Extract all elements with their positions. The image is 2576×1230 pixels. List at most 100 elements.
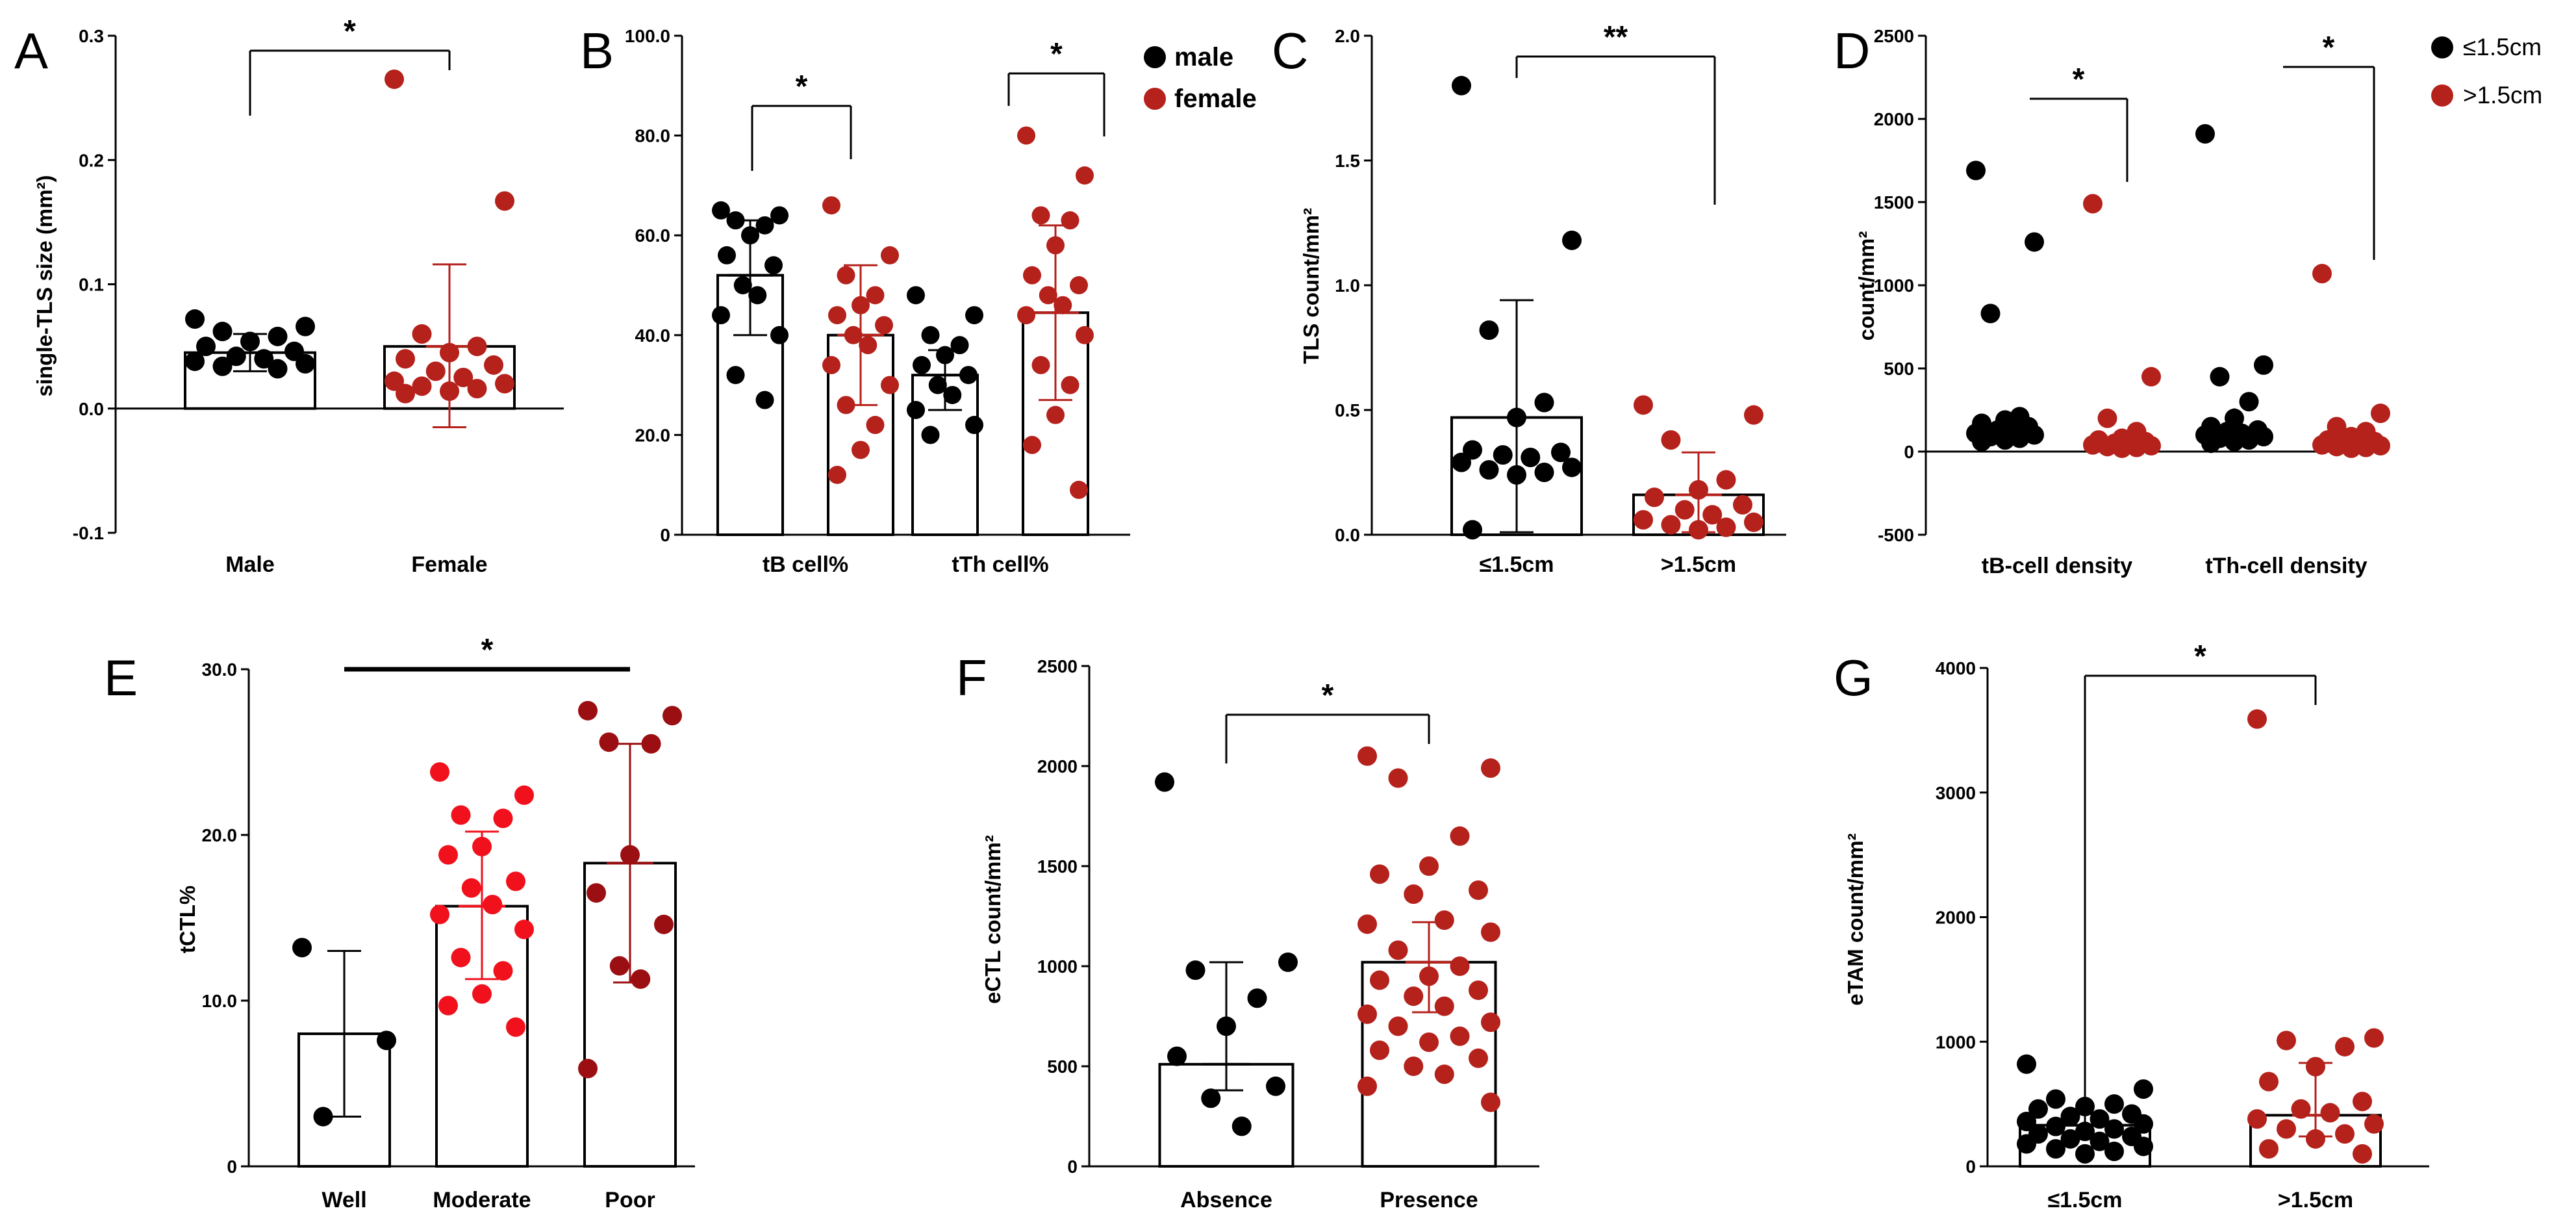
- data-point: [425, 361, 446, 381]
- data-point: [1551, 442, 1571, 463]
- data-point: [495, 374, 514, 394]
- y-tick-label: 500: [1884, 359, 1914, 379]
- data-point: [2312, 264, 2332, 284]
- data-point: [396, 349, 415, 369]
- panel-label-D: D: [1834, 22, 1870, 79]
- y-tick-label: 2000: [1874, 109, 1914, 129]
- legend-label: male: [1174, 43, 1233, 71]
- data-point: [1370, 970, 1389, 990]
- data-point: [2259, 1071, 2279, 1092]
- data-point: [1534, 463, 1554, 482]
- data-point: [2090, 1131, 2110, 1151]
- data-point: [2046, 1089, 2065, 1109]
- data-point: [2017, 1054, 2036, 1074]
- data-point: [1017, 126, 1035, 145]
- x-category-label: tTh-cell density: [2205, 554, 2367, 578]
- y-tick-label: 0.0: [79, 399, 104, 419]
- data-point: [2104, 1094, 2124, 1114]
- data-point: [377, 1031, 396, 1051]
- data-point: [1061, 376, 1080, 394]
- x-category-label: tB cell%: [763, 552, 848, 577]
- data-point: [822, 196, 840, 215]
- y-tick-label: 1000: [1936, 1032, 1976, 1052]
- data-point: [1980, 303, 2001, 324]
- data-point: [1534, 392, 1554, 413]
- significance-label: *: [1050, 37, 1063, 71]
- data-point: [2075, 1144, 2095, 1164]
- y-tick-label: 0.1: [79, 275, 104, 295]
- significance-label: *: [344, 14, 356, 49]
- data-point: [641, 734, 661, 754]
- data-point: [1452, 452, 1471, 472]
- data-point: [965, 306, 983, 325]
- data-point: [1645, 487, 1664, 507]
- y-axis-label: TLS count/mm²: [1299, 208, 1323, 364]
- data-point: [2134, 1136, 2153, 1157]
- data-point: [451, 947, 471, 967]
- y-tick-label: 0.5: [1335, 400, 1360, 420]
- significance-label: *: [796, 70, 808, 104]
- data-point: [2025, 425, 2044, 445]
- significance-label: **: [1604, 20, 1628, 55]
- data-point: [313, 1107, 333, 1127]
- data-point: [2239, 392, 2259, 412]
- data-point: [1972, 431, 1991, 452]
- panel-label-E: E: [104, 649, 138, 706]
- data-point: [1469, 980, 1488, 1000]
- y-tick-label: 4000: [1936, 658, 1976, 678]
- significance-label: *: [2194, 639, 2206, 674]
- data-point: [2254, 355, 2273, 375]
- data-point: [1716, 517, 1736, 537]
- data-point: [828, 306, 846, 325]
- data-point: [921, 326, 940, 344]
- data-point: [1357, 1076, 1377, 1096]
- data-point: [1434, 910, 1454, 930]
- data-point: [506, 1017, 525, 1037]
- y-tick-label: 40.0: [635, 326, 671, 346]
- data-point: [495, 191, 514, 211]
- data-point: [385, 371, 404, 391]
- data-point: [631, 969, 651, 989]
- data-point: [1076, 326, 1094, 344]
- data-point: [1023, 435, 1041, 454]
- data-point: [2134, 1114, 2153, 1134]
- y-tick-label: 500: [1047, 1057, 1078, 1077]
- data-point: [467, 337, 487, 357]
- data-point: [2335, 1124, 2355, 1144]
- data-point: [484, 355, 503, 375]
- data-point: [822, 355, 840, 374]
- data-point: [493, 808, 513, 828]
- data-point: [2060, 1107, 2080, 1127]
- y-tick-label: 0: [660, 525, 670, 545]
- data-point: [907, 286, 925, 305]
- data-point: [2025, 232, 2044, 252]
- data-point: [1370, 1040, 1389, 1060]
- legend-marker-large: [2431, 84, 2453, 107]
- data-point: [396, 383, 415, 404]
- data-point: [1450, 1026, 1470, 1046]
- data-point: [770, 206, 789, 225]
- data-point: [254, 349, 274, 369]
- data-point: [412, 376, 432, 396]
- data-point: [1070, 276, 1088, 294]
- data-point: [1247, 988, 1267, 1008]
- data-point: [514, 919, 534, 940]
- data-point: [578, 700, 598, 721]
- data-point: [2046, 1116, 2065, 1136]
- significance-label: *: [1322, 678, 1334, 713]
- data-point: [296, 316, 315, 337]
- x-category-label: Female: [411, 552, 487, 577]
- data-point: [1634, 395, 1653, 415]
- data-point: [196, 337, 216, 357]
- legend-label: >1.5cm: [2463, 82, 2542, 109]
- data-point: [875, 316, 893, 335]
- data-point: [2104, 1119, 2124, 1139]
- data-point: [1452, 75, 1471, 96]
- data-point: [866, 286, 885, 305]
- data-point: [1716, 470, 1736, 490]
- x-category-label: ≤1.5cm: [1479, 552, 1554, 577]
- y-axis-label: single-TLS size (mm²): [32, 175, 57, 396]
- data-point: [493, 961, 513, 981]
- y-tick-label: 0: [227, 1157, 237, 1177]
